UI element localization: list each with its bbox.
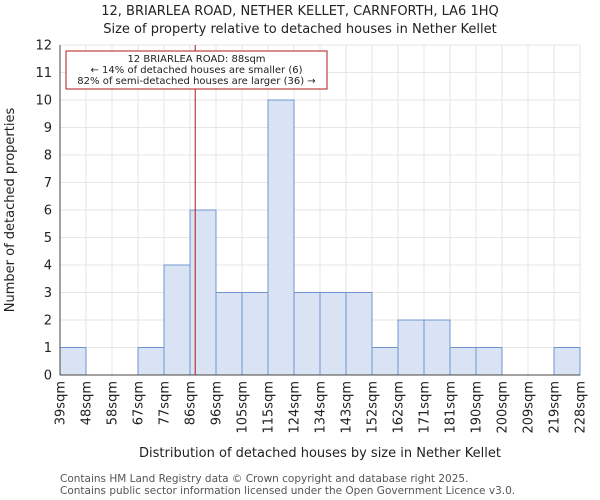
x-tick-label: 228sqm <box>574 381 589 434</box>
y-tick-label: 10 <box>35 94 52 109</box>
histogram-bar <box>137 347 165 376</box>
x-tick-label: 48sqm <box>80 381 95 425</box>
y-tick-label: 12 <box>35 39 52 54</box>
y-axis-label: Number of detached properties <box>3 108 18 313</box>
y-tick-label: 11 <box>35 66 52 81</box>
x-tick-label: 124sqm <box>288 381 303 434</box>
y-tick-label: 8 <box>44 149 52 164</box>
footer-licence: Contains public sector information licen… <box>60 485 516 497</box>
histogram-bar <box>475 347 503 376</box>
y-tick-label: 6 <box>44 204 52 219</box>
x-tick-label: 134sqm <box>314 381 329 434</box>
x-tick-label: 67sqm <box>132 381 147 425</box>
y-tick-label: 1 <box>44 341 52 356</box>
x-tick-label: 219sqm <box>548 381 563 434</box>
annotation-text: ← 14% of detached houses are smaller (6) <box>91 65 303 76</box>
x-tick-label: 39sqm <box>54 381 69 425</box>
annotation-text: 82% of semi-detached houses are larger (… <box>77 76 315 87</box>
chart-title-line-2: Size of property relative to detached ho… <box>103 22 497 37</box>
y-tick-label: 0 <box>44 369 52 384</box>
x-axis-label: Distribution of detached houses by size … <box>139 446 501 461</box>
annotation-text: 12 BRIARLEA ROAD: 88sqm <box>127 54 265 65</box>
x-tick-label: 86sqm <box>184 381 199 425</box>
histogram-bar <box>163 264 191 376</box>
histogram-bar <box>293 292 321 376</box>
histogram-bar <box>371 347 399 376</box>
x-tick-label: 96sqm <box>210 381 225 425</box>
histogram-bar <box>397 319 425 376</box>
histogram-bar <box>267 99 295 376</box>
x-tick-label: 77sqm <box>158 381 173 425</box>
x-tick-label: 171sqm <box>418 381 433 434</box>
y-tick-label: 7 <box>44 176 52 191</box>
annotation-box <box>65 50 328 90</box>
x-tick-label: 162sqm <box>392 381 407 434</box>
y-tick-label: 9 <box>44 121 52 136</box>
histogram-bar <box>449 347 477 376</box>
x-tick-label: 105sqm <box>236 381 251 434</box>
x-tick-label: 143sqm <box>340 381 355 434</box>
histogram-bar <box>553 347 581 376</box>
histogram-bar <box>189 209 217 376</box>
histogram-bar <box>215 292 243 376</box>
x-tick-label: 58sqm <box>106 381 121 425</box>
x-tick-label: 115sqm <box>262 381 277 434</box>
x-tick-label: 190sqm <box>470 381 485 434</box>
x-tick-label: 152sqm <box>366 381 381 434</box>
y-tick-label: 3 <box>44 286 52 301</box>
histogram-bar <box>423 319 451 376</box>
histogram-bar <box>59 347 87 376</box>
chart-title-line-1: 12, BRIARLEA ROAD, NETHER KELLET, CARNFO… <box>101 4 499 19</box>
y-tick-label: 4 <box>44 259 52 274</box>
histogram-bar <box>345 292 373 376</box>
y-tick-label: 2 <box>44 314 52 329</box>
x-tick-label: 200sqm <box>496 381 511 434</box>
y-tick-label: 5 <box>44 231 52 246</box>
footer-copyright: Contains HM Land Registry data © Crown c… <box>60 473 469 485</box>
x-tick-label: 181sqm <box>444 381 459 434</box>
histogram-bar <box>241 292 269 376</box>
histogram-bar <box>319 292 347 376</box>
x-tick-label: 209sqm <box>522 381 537 434</box>
